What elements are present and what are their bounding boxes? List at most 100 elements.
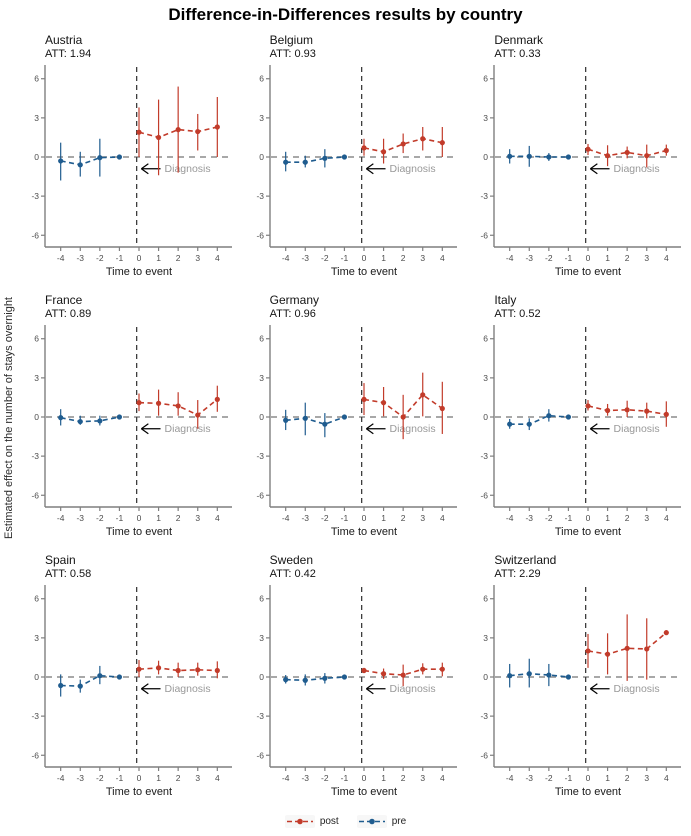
svg-text:-4: -4	[282, 773, 290, 783]
svg-text:-1: -1	[340, 773, 348, 783]
svg-text:Time to event: Time to event	[106, 526, 172, 538]
svg-text:1: 1	[606, 253, 611, 263]
panel-spain: Spain ATT: 0.58 -6 -3 0 3 6 -4 -3 -2 -1 0 1 2 3 4 Time…	[17, 548, 242, 808]
svg-text:2: 2	[625, 773, 630, 783]
svg-text:0: 0	[484, 672, 489, 682]
panel-title: Italy	[494, 293, 517, 307]
svg-text:-6: -6	[31, 490, 39, 500]
svg-text:4: 4	[664, 253, 669, 263]
svg-text:Diagnosis: Diagnosis	[614, 423, 660, 435]
svg-text:-3: -3	[31, 451, 39, 461]
panel-title: Sweden	[269, 553, 314, 567]
svg-text:1: 1	[156, 513, 161, 523]
svg-text:3: 3	[34, 113, 39, 123]
svg-text:-1: -1	[565, 253, 573, 263]
svg-text:6: 6	[34, 334, 39, 344]
panel-plot: -6 -3 0 3 6 -4 -3 -2 -1 0 1 2 3 4 Time to event Diagnos…	[481, 325, 682, 538]
svg-text:1: 1	[381, 773, 386, 783]
svg-text:Diagnosis: Diagnosis	[165, 163, 211, 175]
svg-text:0: 0	[259, 672, 264, 682]
figure: Estimated effect on the number of stays …	[0, 28, 691, 808]
svg-text:2: 2	[176, 513, 181, 523]
svg-text:0: 0	[259, 412, 264, 422]
svg-text:3: 3	[34, 633, 39, 643]
svg-text:-2: -2	[321, 513, 329, 523]
svg-text:-3: -3	[526, 513, 534, 523]
svg-text:0: 0	[34, 152, 39, 162]
panel-att-label: ATT: 0.93	[269, 48, 316, 60]
svg-text:-4: -4	[57, 773, 65, 783]
panel-att-label: ATT: 1.94	[45, 48, 92, 60]
svg-text:3: 3	[34, 373, 39, 383]
svg-text:-1: -1	[340, 253, 348, 263]
svg-text:-4: -4	[57, 513, 65, 523]
panel-belgium: Belgium ATT: 0.93 -6 -3 0 3 6 -4 -3 -2 -1 0 1 2 3 4 Ti…	[242, 28, 467, 288]
panel-germany: Germany ATT: 0.96 -6 -3 0 3 6 -4 -3 -2 -1 0 1 2 3 4 Ti…	[242, 288, 467, 548]
svg-text:3: 3	[259, 113, 264, 123]
legend: post pre	[0, 808, 691, 834]
svg-text:0: 0	[137, 513, 142, 523]
svg-text:-4: -4	[57, 253, 65, 263]
panel-plot: -6 -3 0 3 6 -4 -3 -2 -1 0 1 2 3 4 Time to event Diagnos…	[256, 585, 457, 798]
svg-text:3: 3	[195, 513, 200, 523]
svg-text:2: 2	[625, 253, 630, 263]
panel-plot: -6 -3 0 3 6 -4 -3 -2 -1 0 1 2 3 4 Time to event Diagnos…	[31, 325, 232, 538]
svg-text:-3: -3	[526, 253, 534, 263]
panel-plot: -6 -3 0 3 6 -4 -3 -2 -1 0 1 2 3 4 Time to event Diagnos…	[481, 65, 682, 278]
svg-text:0: 0	[137, 253, 142, 263]
panel-plot: -6 -3 0 3 6 -4 -3 -2 -1 0 1 2 3 4 Time to event Diagnos…	[31, 585, 232, 798]
svg-text:3: 3	[195, 253, 200, 263]
svg-text:3: 3	[259, 373, 264, 383]
svg-text:-6: -6	[256, 230, 264, 240]
panel-plot: -6 -3 0 3 6 -4 -3 -2 -1 0 1 2 3 4 Time to event Diagnos…	[31, 65, 232, 278]
svg-text:Diagnosis: Diagnosis	[165, 423, 211, 435]
svg-text:0: 0	[586, 253, 591, 263]
chart-title: Difference-in-Differences results by cou…	[168, 5, 523, 24]
panel-grid: Austria ATT: 1.94 -6 -3 0 3 6 -4 -3 -2 -1 0 1 2 3 4 Ti…	[17, 28, 691, 808]
svg-text:3: 3	[420, 773, 425, 783]
svg-text:0: 0	[34, 412, 39, 422]
svg-text:0: 0	[586, 773, 591, 783]
svg-text:0: 0	[361, 253, 366, 263]
panel-att-label: ATT: 0.52	[494, 308, 541, 320]
panel-denmark: Denmark ATT: 0.33 -6 -3 0 3 6 -4 -3 -2 -1 0 1 2 3 4 Ti…	[466, 28, 691, 288]
y-axis-label-wrap: Estimated effect on the number of stays …	[0, 28, 17, 808]
svg-text:3: 3	[420, 513, 425, 523]
svg-text:3: 3	[420, 253, 425, 263]
svg-text:-2: -2	[321, 253, 329, 263]
svg-text:-2: -2	[96, 773, 104, 783]
svg-text:0: 0	[586, 513, 591, 523]
svg-text:-2: -2	[545, 253, 553, 263]
svg-text:-3: -3	[256, 191, 264, 201]
svg-text:0: 0	[361, 773, 366, 783]
svg-text:-3: -3	[481, 451, 489, 461]
svg-text:-6: -6	[31, 230, 39, 240]
svg-text:4: 4	[215, 513, 220, 523]
svg-text:Diagnosis: Diagnosis	[389, 683, 435, 695]
panel-italy: Italy ATT: 0.52 -6 -3 0 3 6 -4 -3 -2 -1 0 1 2 3 4 Time…	[466, 288, 691, 548]
svg-text:-6: -6	[481, 490, 489, 500]
svg-text:6: 6	[259, 594, 264, 604]
svg-text:1: 1	[606, 773, 611, 783]
svg-text:6: 6	[259, 334, 264, 344]
panel-plot: -6 -3 0 3 6 -4 -3 -2 -1 0 1 2 3 4 Time to event Diagnos…	[481, 585, 682, 798]
panel-att-label: ATT: 0.33	[494, 48, 541, 60]
svg-text:-6: -6	[31, 750, 39, 760]
svg-text:6: 6	[484, 594, 489, 604]
svg-text:1: 1	[606, 513, 611, 523]
svg-text:3: 3	[645, 513, 650, 523]
legend-label-pre: pre	[391, 815, 407, 827]
svg-text:-6: -6	[481, 230, 489, 240]
svg-text:-2: -2	[96, 513, 104, 523]
svg-text:Diagnosis: Diagnosis	[614, 683, 660, 695]
svg-text:Diagnosis: Diagnosis	[165, 683, 211, 695]
svg-text:0: 0	[34, 672, 39, 682]
svg-text:-6: -6	[481, 750, 489, 760]
svg-text:-1: -1	[116, 773, 124, 783]
svg-text:Diagnosis: Diagnosis	[389, 423, 435, 435]
svg-text:-4: -4	[506, 253, 514, 263]
panel-austria: Austria ATT: 1.94 -6 -3 0 3 6 -4 -3 -2 -1 0 1 2 3 4 Ti…	[17, 28, 242, 288]
svg-text:Time to event: Time to event	[331, 266, 397, 278]
svg-text:0: 0	[259, 152, 264, 162]
svg-text:3: 3	[645, 253, 650, 263]
